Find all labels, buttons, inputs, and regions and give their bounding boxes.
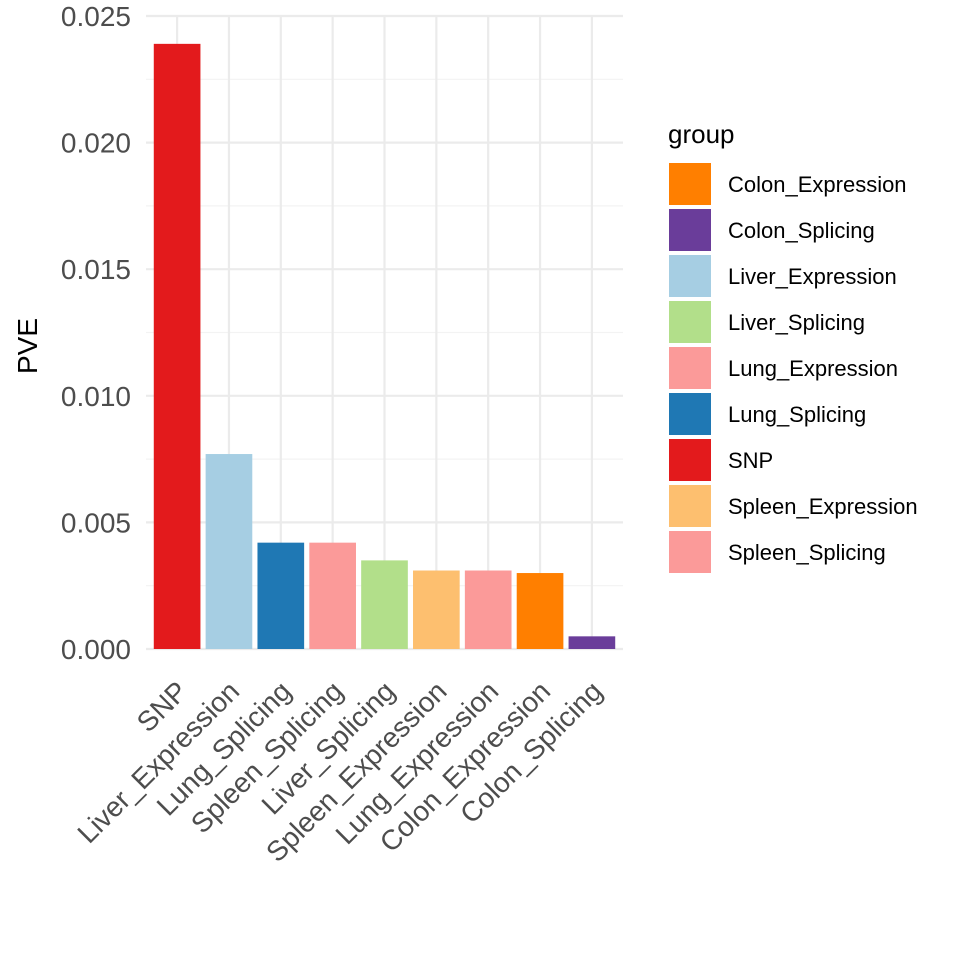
y-tick-label: 0.005	[61, 507, 131, 538]
y-tick-labels: 0.000 0.005 0.010 0.015 0.020 0.025	[61, 1, 131, 665]
bar-colon-splicing	[568, 636, 616, 649]
legend-label: SNP	[728, 448, 773, 473]
legend-label: Colon_Splicing	[728, 218, 875, 243]
legend-swatch	[669, 163, 711, 205]
legend-swatch	[669, 439, 711, 481]
bar-snp	[153, 43, 201, 650]
legend-title: group	[668, 119, 735, 149]
y-tick-label: 0.020	[61, 128, 131, 159]
bars	[153, 43, 616, 650]
legend-label: Lung_Expression	[728, 356, 898, 381]
legend-swatch	[669, 347, 711, 389]
y-tick-label: 0.010	[61, 381, 131, 412]
legend-label: Colon_Expression	[728, 172, 907, 197]
legend-swatch	[669, 301, 711, 343]
y-tick-label: 0.000	[61, 634, 131, 665]
bar-lung-splicing	[257, 542, 305, 649]
legend-swatch	[669, 393, 711, 435]
legend-swatch	[669, 255, 711, 297]
bar-spleen-splicing	[309, 542, 356, 649]
y-tick-label: 0.025	[61, 1, 131, 32]
y-axis-title: PVE	[12, 318, 43, 374]
bar-lung-expression	[464, 570, 512, 649]
bar-liver-expression	[205, 454, 253, 649]
legend-label: Liver_Splicing	[728, 310, 865, 335]
legend-label: Lung_Splicing	[728, 402, 866, 427]
legend: group Colon_Expression Colon_Splicing Live…	[668, 119, 918, 573]
legend-label: Liver_Expression	[728, 264, 897, 289]
legend-swatch	[669, 531, 711, 573]
legend-label: Spleen_Splicing	[728, 540, 886, 565]
x-tick-labels: SNPLiver_ExpressionLung_SplicingSpleen_S…	[71, 675, 608, 868]
bar-colon-expression	[516, 573, 564, 649]
y-tick-label: 0.015	[61, 254, 131, 285]
legend-label: Spleen_Expression	[728, 494, 918, 519]
legend-swatch	[669, 485, 711, 527]
bar-liver-splicing	[361, 560, 408, 649]
bar-spleen-expression	[413, 570, 460, 649]
legend-swatch	[669, 209, 711, 251]
